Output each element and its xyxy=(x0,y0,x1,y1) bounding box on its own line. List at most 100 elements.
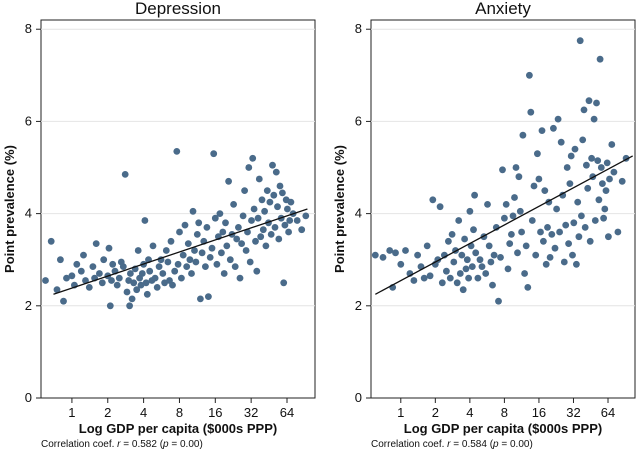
data-point xyxy=(478,263,486,270)
plot-area-frame xyxy=(40,19,316,399)
data-point xyxy=(42,277,49,284)
data-point xyxy=(77,267,85,275)
data-point xyxy=(220,270,228,277)
data-point xyxy=(195,219,203,227)
data-point xyxy=(141,217,149,224)
data-point xyxy=(179,251,187,259)
data-point xyxy=(167,237,175,245)
data-point xyxy=(579,136,587,144)
data-point xyxy=(402,247,409,254)
data-point xyxy=(557,138,565,146)
data-point xyxy=(121,171,129,178)
data-point xyxy=(193,231,201,238)
data-point xyxy=(242,247,250,254)
data-point xyxy=(462,265,470,273)
data-point xyxy=(281,221,289,229)
data-point xyxy=(540,237,547,245)
data-point xyxy=(126,302,133,310)
data-point xyxy=(596,55,604,63)
data-point xyxy=(535,175,543,183)
data-point xyxy=(590,115,598,123)
data-point xyxy=(169,281,176,289)
y-tick-label: 0 xyxy=(25,390,32,405)
data-point xyxy=(455,217,463,224)
data-point xyxy=(471,191,478,199)
data-point xyxy=(60,297,67,305)
data-point xyxy=(68,272,76,280)
data-point xyxy=(262,242,270,250)
data-point xyxy=(285,228,292,236)
data-point xyxy=(504,265,512,273)
data-point xyxy=(245,164,253,171)
data-point xyxy=(213,260,221,268)
data-point xyxy=(222,219,229,227)
data-point xyxy=(542,260,550,268)
data-point xyxy=(565,240,572,248)
data-point xyxy=(489,281,496,289)
data-point xyxy=(183,263,191,270)
data-point xyxy=(605,233,612,241)
data-point xyxy=(153,284,161,291)
data-point xyxy=(176,228,183,236)
data-point xyxy=(246,258,254,266)
data-point xyxy=(524,284,532,291)
data-point xyxy=(501,214,508,222)
data-point xyxy=(85,284,93,291)
data-point xyxy=(267,231,275,238)
x-tick-label: 1 xyxy=(68,405,75,420)
data-point xyxy=(106,302,114,310)
data-point xyxy=(146,267,154,275)
data-point xyxy=(203,224,211,231)
data-point xyxy=(255,175,263,183)
data-point xyxy=(482,270,490,277)
data-point xyxy=(192,258,200,266)
data-point xyxy=(235,224,242,231)
data-point xyxy=(225,177,233,185)
x-tick-label: 64 xyxy=(601,405,615,420)
data-point xyxy=(470,226,477,234)
data-point xyxy=(509,212,517,220)
y-tick-label: 6 xyxy=(25,113,32,128)
data-point xyxy=(597,164,605,171)
data-point xyxy=(181,221,189,229)
data-point xyxy=(133,286,141,294)
data-point xyxy=(556,228,563,236)
y-tick-label: 6 xyxy=(355,113,362,128)
data-point xyxy=(275,235,283,243)
data-point xyxy=(108,277,115,284)
data-point xyxy=(113,281,121,289)
data-point xyxy=(198,249,206,257)
data-point xyxy=(379,254,387,261)
data-point xyxy=(521,270,528,277)
data-point xyxy=(138,270,146,277)
data-point xyxy=(541,187,549,195)
data-point xyxy=(608,141,616,148)
data-point xyxy=(563,164,571,171)
data-point xyxy=(490,251,498,259)
data-point xyxy=(410,277,418,284)
data-point xyxy=(585,97,593,105)
data-point xyxy=(610,168,618,176)
data-point xyxy=(254,214,262,222)
correlation-annotation: Correlation coef. r = 0.584 (p = 0.00) xyxy=(371,439,533,450)
data-point xyxy=(570,219,578,227)
data-point xyxy=(534,150,541,158)
data-point xyxy=(562,221,570,229)
data-points xyxy=(371,37,630,305)
data-point xyxy=(231,263,239,270)
data-point xyxy=(162,247,170,254)
data-point xyxy=(484,201,491,208)
data-point xyxy=(519,131,527,139)
data-point xyxy=(270,191,278,199)
data-point xyxy=(502,201,510,208)
data-point xyxy=(516,207,524,215)
data-point xyxy=(126,270,134,277)
data-point xyxy=(576,37,584,45)
data-point xyxy=(392,249,399,257)
data-point xyxy=(446,274,454,282)
data-point xyxy=(257,233,265,241)
data-point xyxy=(497,254,504,261)
data-point xyxy=(73,260,81,268)
data-point xyxy=(566,180,574,188)
data-point xyxy=(253,267,261,275)
